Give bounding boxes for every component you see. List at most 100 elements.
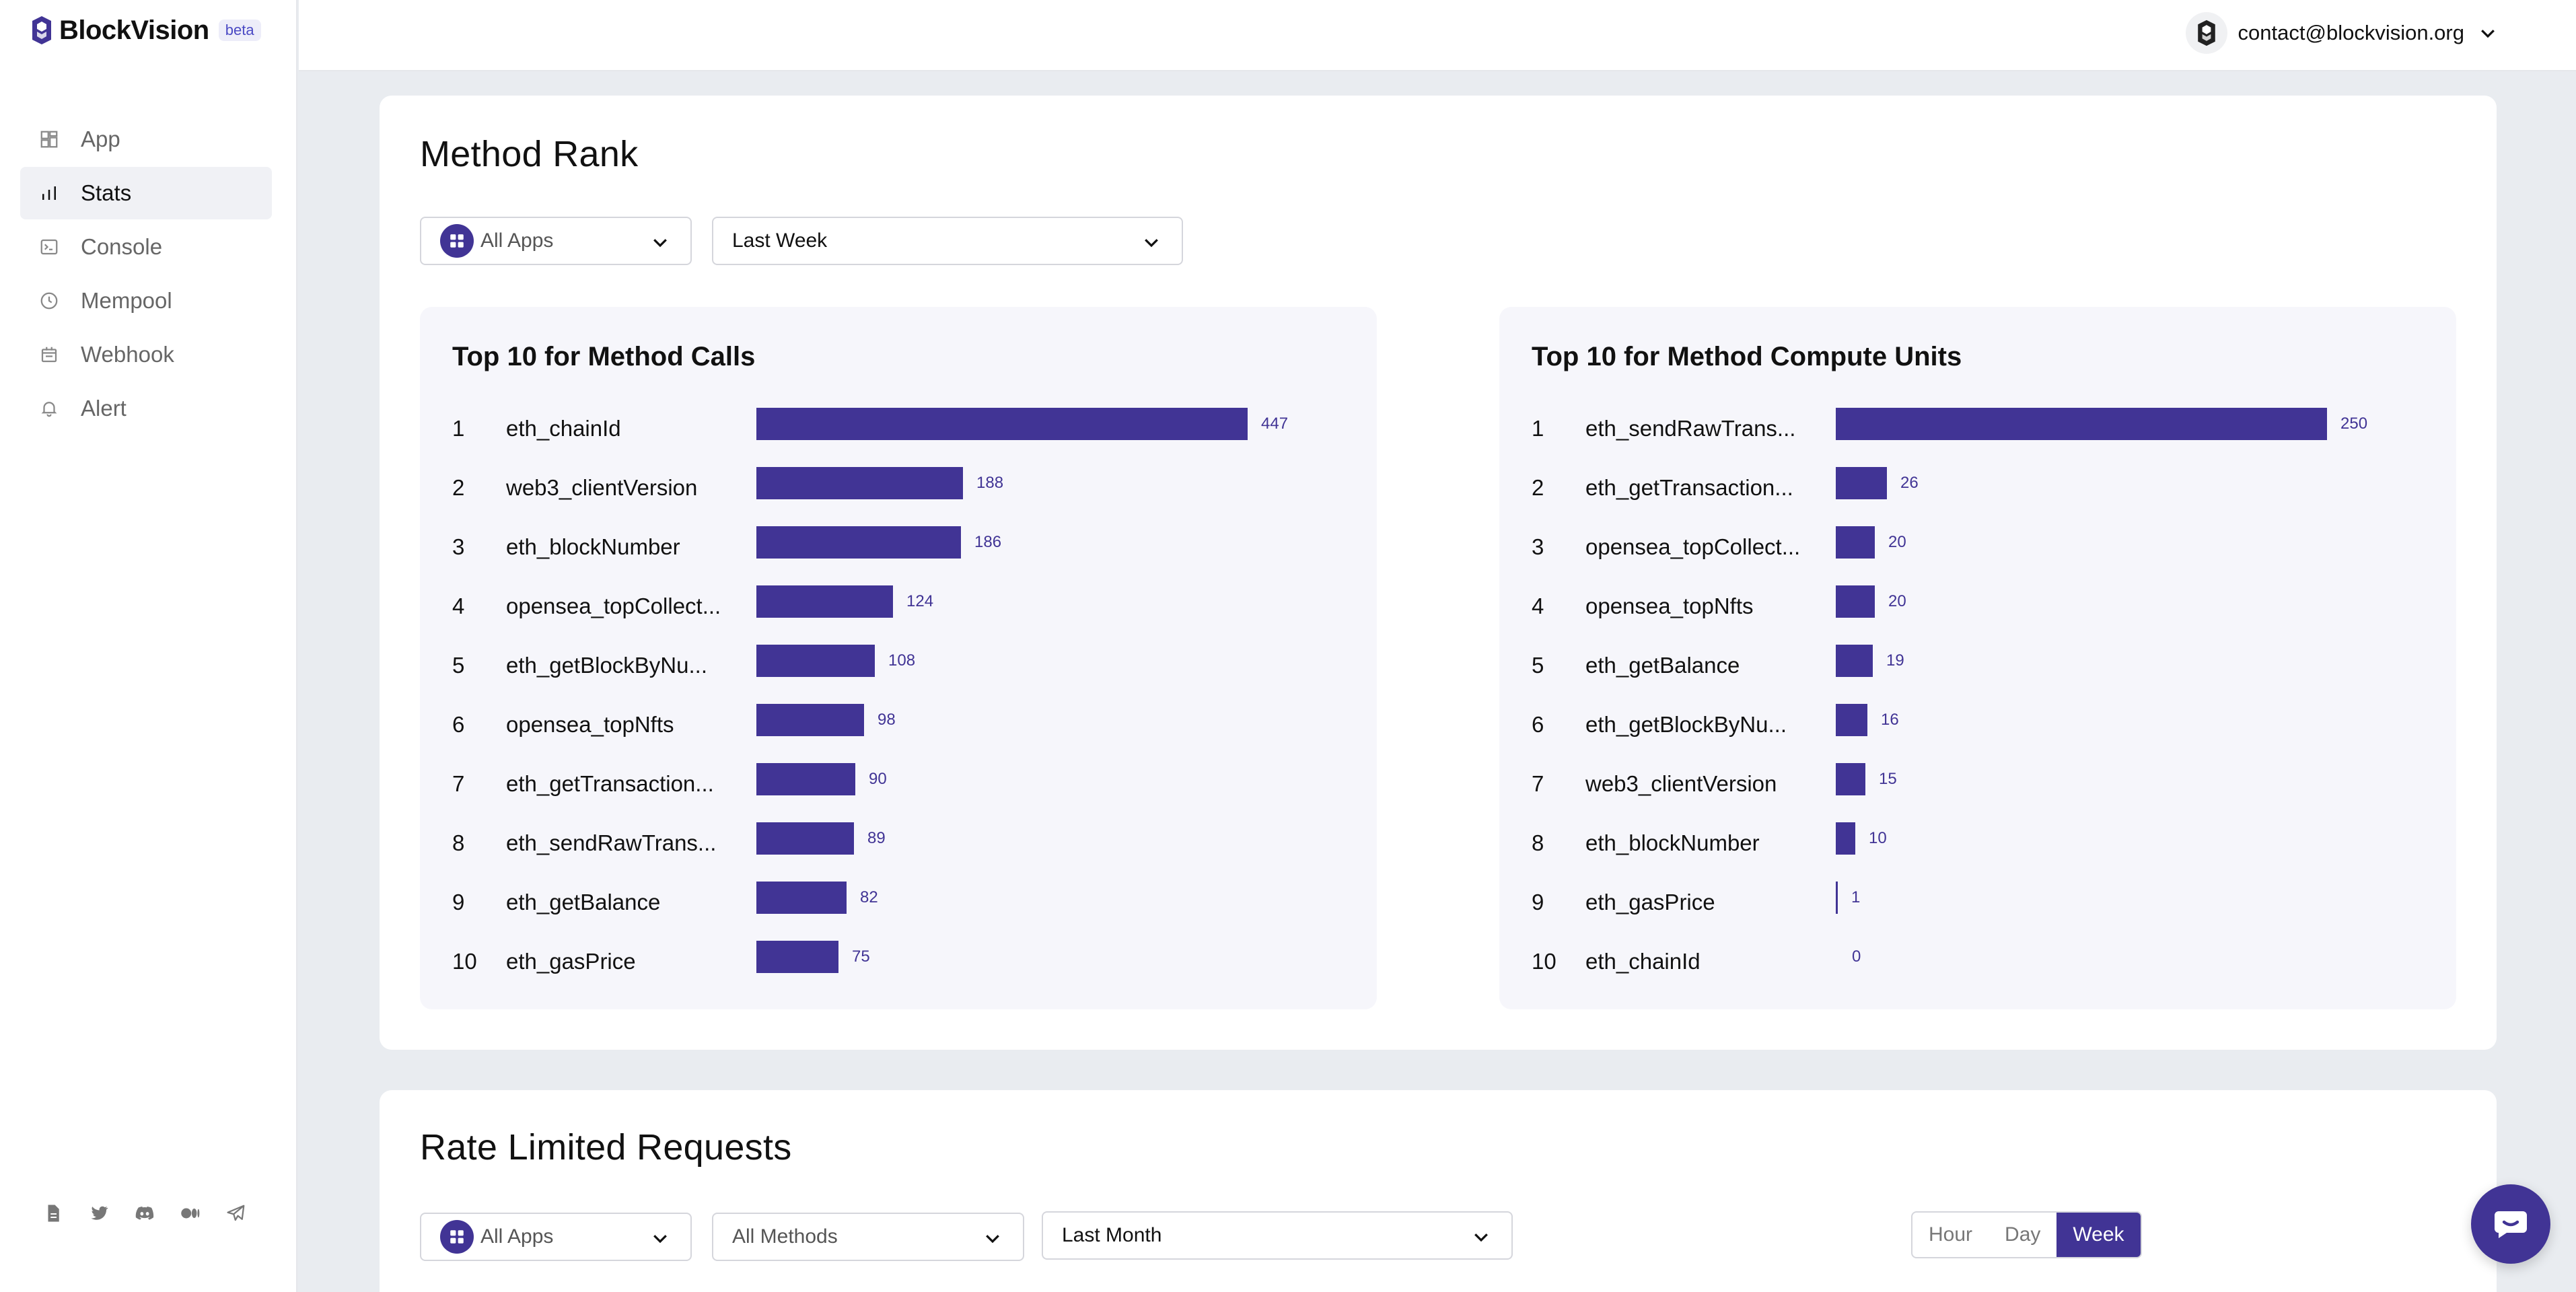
rate-period-filter-value: Last Month <box>1062 1224 1162 1246</box>
granularity-day-button[interactable]: Day <box>2005 1223 2041 1246</box>
method-label: eth_blockNumber <box>1585 830 1760 855</box>
bar <box>1836 467 1887 499</box>
rate-app-filter-value: All Apps <box>480 1225 554 1248</box>
rank-label: 7 <box>452 771 465 796</box>
bar <box>756 822 854 855</box>
top-header: contact@blockvision.org <box>299 0 2576 71</box>
sidebar-item-stats[interactable]: Stats <box>20 167 272 219</box>
apps-grid-icon <box>440 1220 474 1254</box>
rank-label: 2 <box>1532 475 1544 500</box>
sidebar-item-mempool[interactable]: Mempool <box>20 275 272 327</box>
twitter-icon[interactable] <box>87 1202 110 1225</box>
rank-label: 1 <box>452 416 465 441</box>
chevron-down-icon <box>1145 239 1158 248</box>
rank-label: 4 <box>1532 594 1544 618</box>
account-menu[interactable]: contact@blockvision.org <box>2185 12 2498 54</box>
chat-icon <box>2495 1211 2527 1238</box>
chart-row: 10 eth_chainId 0 <box>1532 941 2427 1000</box>
chart-row: 6 eth_getBlockByNu... 16 <box>1532 704 2427 763</box>
sidebar-item-webhook[interactable]: Webhook <box>20 328 272 381</box>
app-filter-select[interactable]: All Apps <box>420 217 692 265</box>
sidebar-item-label: Alert <box>81 396 127 421</box>
method-label: eth_sendRawTrans... <box>1585 416 1796 441</box>
rate-app-filter-select[interactable]: All Apps <box>420 1213 692 1261</box>
bar <box>756 941 838 973</box>
bar <box>756 408 1248 440</box>
chart-row: 1 eth_chainId 447 <box>452 408 1347 467</box>
social-links <box>42 1202 271 1225</box>
rank-label: 6 <box>1532 712 1544 737</box>
chart-row: 7 eth_getTransaction... 90 <box>452 763 1347 822</box>
rate-period-filter-select[interactable]: Last Month <box>1042 1211 1513 1260</box>
bar <box>1836 882 1838 914</box>
chart-row: 2 eth_getTransaction... 26 <box>1532 467 2427 526</box>
bar-value-label: 10 <box>1869 829 1887 847</box>
docs-icon[interactable] <box>42 1202 65 1225</box>
method-label: web3_clientVersion <box>506 475 698 500</box>
blockvision-logo-icon <box>32 16 51 44</box>
telegram-icon[interactable] <box>225 1202 248 1225</box>
rank-label: 4 <box>452 594 465 618</box>
period-filter-select[interactable]: Last Week <box>712 217 1183 265</box>
rank-label: 9 <box>1532 890 1544 914</box>
medium-icon[interactable] <box>179 1202 202 1225</box>
sidebar-item-console[interactable]: Console <box>20 221 272 273</box>
rank-label: 3 <box>1532 534 1544 559</box>
terminal-icon <box>38 236 61 258</box>
rank-label: 10 <box>452 949 477 974</box>
method-filter-select[interactable]: All Methods <box>712 1213 1024 1261</box>
avatar <box>2185 12 2227 54</box>
granularity-hour-button[interactable]: Hour <box>1929 1223 1973 1246</box>
bar <box>1836 526 1875 559</box>
rate-limited-card: Rate Limited Requests All Apps All Metho… <box>380 1090 2497 1292</box>
chart-row: 9 eth_gasPrice 1 <box>1532 882 2427 941</box>
method-label: eth_getBalance <box>506 890 661 914</box>
bar-value-label: 188 <box>976 474 1004 492</box>
bar-value-label: 186 <box>974 533 1002 551</box>
bar-value-label: 108 <box>888 651 916 670</box>
bar-value-label: 15 <box>1879 770 1897 788</box>
method-label: eth_getTransaction... <box>506 771 714 796</box>
rank-label: 6 <box>452 712 465 737</box>
account-email: contact@blockvision.org <box>2238 21 2464 44</box>
bar <box>1836 645 1873 677</box>
method-label: opensea_topCollect... <box>1585 534 1801 559</box>
method-calls-chart: 1 eth_chainId 447 2 web3_clientVersion 188 3 et… <box>452 408 1347 1000</box>
method-label: eth_getBalance <box>1585 653 1740 678</box>
rank-label: 5 <box>1532 653 1544 678</box>
chart-row: 5 eth_getBlockByNu... 108 <box>452 645 1347 704</box>
bar <box>756 585 893 618</box>
chart-row: 10 eth_gasPrice 75 <box>452 941 1347 1000</box>
rank-label: 5 <box>452 653 465 678</box>
method-label: web3_clientVersion <box>1585 771 1777 796</box>
brand-logo[interactable]: BlockVision beta <box>31 15 261 46</box>
bar-value-label: 98 <box>878 711 896 729</box>
rank-label: 9 <box>452 890 465 914</box>
chat-support-button[interactable] <box>2471 1184 2550 1264</box>
chevron-down-icon <box>986 1235 999 1244</box>
sidebar-item-alert[interactable]: Alert <box>20 382 272 435</box>
bar <box>1836 704 1867 736</box>
brand-name: BlockVision <box>59 15 209 45</box>
chart-row: 1 eth_sendRawTrans... 250 <box>1532 408 2427 467</box>
granularity-week-button[interactable]: Week <box>2056 1213 2141 1257</box>
method-label: eth_sendRawTrans... <box>506 830 717 855</box>
sidebar-item-app[interactable]: App <box>20 113 272 166</box>
sidebar: BlockVision beta App Stats Console Mem <box>0 0 297 1292</box>
bar-value-label: 75 <box>852 947 870 966</box>
method-label: eth_gasPrice <box>506 949 636 974</box>
method-label: eth_gasPrice <box>1585 890 1715 914</box>
bar <box>756 704 864 736</box>
period-filter-value: Last Week <box>732 229 828 252</box>
chart-row: 3 eth_blockNumber 186 <box>452 526 1347 585</box>
chevron-down-icon <box>653 1235 667 1244</box>
chevron-down-icon <box>653 239 667 248</box>
bar <box>1836 585 1875 618</box>
method-label: opensea_topCollect... <box>506 594 721 618</box>
rank-label: 8 <box>1532 830 1544 855</box>
discord-icon[interactable] <box>133 1202 156 1225</box>
sidebar-item-label: App <box>81 127 120 151</box>
method-label: eth_chainId <box>506 416 621 441</box>
chart-row: 5 eth_getBalance 19 <box>1532 645 2427 704</box>
method-label: opensea_topNfts <box>1585 594 1754 618</box>
